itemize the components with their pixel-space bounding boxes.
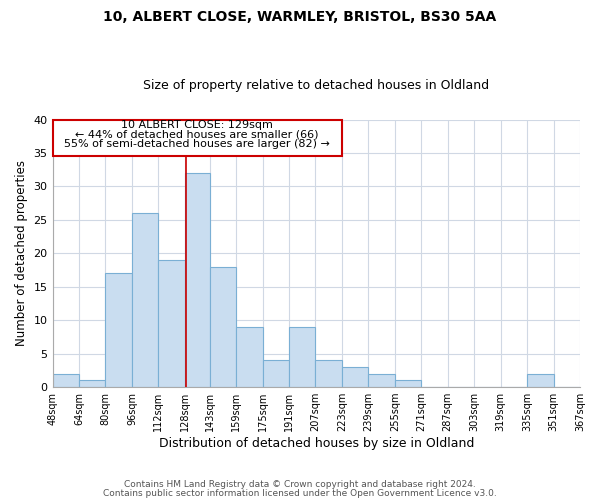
Text: 10 ALBERT CLOSE: 129sqm: 10 ALBERT CLOSE: 129sqm [121,120,273,130]
Bar [316,360,342,387]
Bar [342,367,368,387]
FancyBboxPatch shape [53,120,342,156]
Bar [158,260,185,387]
Bar [395,380,421,387]
Text: 10, ALBERT CLOSE, WARMLEY, BRISTOL, BS30 5AA: 10, ALBERT CLOSE, WARMLEY, BRISTOL, BS30… [103,10,497,24]
Text: Contains HM Land Registry data © Crown copyright and database right 2024.: Contains HM Land Registry data © Crown c… [124,480,476,489]
Bar [236,327,263,387]
Text: ← 44% of detached houses are smaller (66): ← 44% of detached houses are smaller (66… [76,130,319,140]
Bar [53,374,79,387]
Title: Size of property relative to detached houses in Oldland: Size of property relative to detached ho… [143,79,490,92]
Bar [132,213,158,387]
Bar [263,360,289,387]
X-axis label: Distribution of detached houses by size in Oldland: Distribution of detached houses by size … [158,437,474,450]
Text: 55% of semi-detached houses are larger (82) →: 55% of semi-detached houses are larger (… [64,140,330,149]
Bar [289,327,316,387]
Bar [368,374,395,387]
Text: Contains public sector information licensed under the Open Government Licence v3: Contains public sector information licen… [103,490,497,498]
Bar [185,173,209,387]
Bar [527,374,554,387]
Y-axis label: Number of detached properties: Number of detached properties [15,160,28,346]
Bar [106,274,132,387]
Bar [209,266,236,387]
Bar [79,380,106,387]
